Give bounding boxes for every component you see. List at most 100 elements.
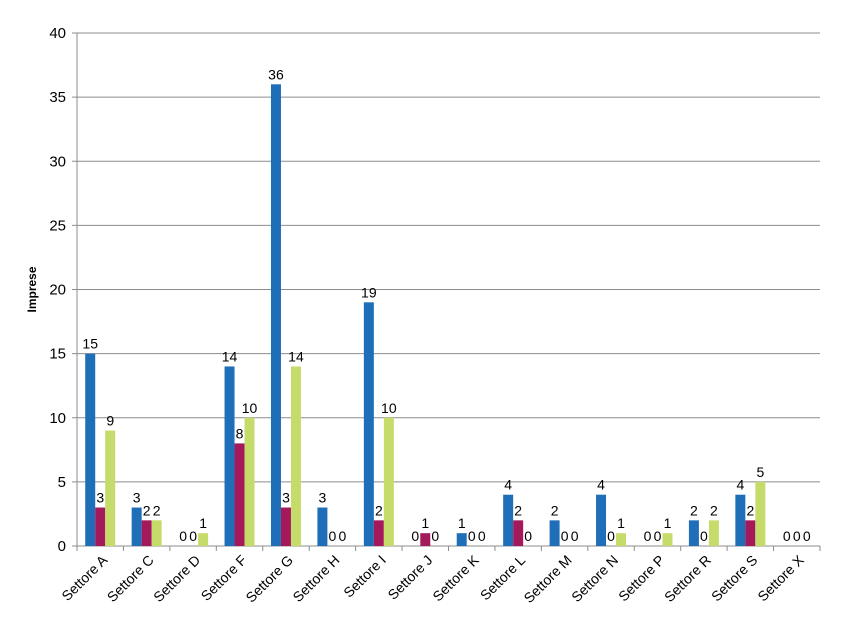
data-label: 10 [381, 400, 397, 416]
y-tick-label: 5 [58, 474, 66, 491]
data-label: 5 [756, 464, 764, 480]
data-label: 1 [664, 515, 672, 531]
data-label: 14 [288, 348, 304, 364]
bar [363, 302, 374, 546]
category-label: Settore J [384, 552, 435, 603]
data-label: 2 [143, 502, 151, 518]
bar [513, 520, 524, 546]
data-label: 2 [375, 502, 383, 518]
data-label: 0 [431, 528, 439, 544]
data-label: 0 [783, 528, 791, 544]
y-tick-label: 10 [49, 410, 66, 427]
data-label: 15 [82, 336, 98, 352]
data-label: 1 [421, 515, 429, 531]
data-label: 0 [654, 528, 662, 544]
bar [280, 507, 291, 546]
bar [549, 520, 560, 546]
bar [503, 494, 514, 546]
category-label: Settore S [708, 552, 761, 605]
bar [688, 520, 699, 546]
bar [708, 520, 719, 546]
y-tick-label: 35 [49, 89, 66, 106]
data-label: 1 [617, 515, 625, 531]
bar [616, 533, 627, 546]
y-tick-label: 15 [49, 346, 66, 363]
data-label: 0 [189, 528, 197, 544]
data-label: 4 [597, 477, 605, 493]
data-label: 2 [746, 502, 754, 518]
category-label: Settore N [568, 552, 621, 605]
category-label: Settore H [289, 552, 342, 605]
data-label: 0 [561, 528, 569, 544]
data-label: 1 [199, 515, 207, 531]
category-label: Settore R [661, 552, 714, 605]
category-label: Settore X [754, 551, 807, 604]
data-label: 0 [571, 528, 579, 544]
data-label: 0 [478, 528, 486, 544]
data-label: 2 [710, 502, 718, 518]
data-label: 4 [736, 477, 744, 493]
data-label: 0 [607, 528, 615, 544]
bar [290, 366, 301, 546]
bar [317, 507, 328, 546]
category-label: Settore G [242, 552, 296, 606]
bar [141, 520, 152, 546]
bar [596, 494, 607, 546]
data-label: 0 [644, 528, 652, 544]
category-label: Settore A [58, 551, 111, 604]
bar [234, 443, 245, 546]
data-label: 4 [504, 477, 512, 493]
bar [224, 366, 235, 546]
category-label: Settore K [429, 551, 482, 604]
bar [373, 520, 384, 546]
bar [131, 507, 142, 546]
data-label: 14 [222, 348, 238, 364]
category-label: Settore C [104, 552, 157, 605]
data-label: 36 [268, 66, 284, 82]
y-tick-label: 20 [49, 282, 66, 299]
category-label: Settore M [520, 552, 574, 606]
data-label: 0 [179, 528, 187, 544]
bar [95, 507, 106, 546]
bars [85, 84, 766, 547]
category-label: Settore D [150, 552, 203, 605]
bar [85, 353, 96, 546]
axes [72, 32, 821, 551]
data-label: 2 [153, 502, 161, 518]
data-label: 9 [106, 413, 114, 429]
data-label: 2 [514, 502, 522, 518]
y-tick-label: 30 [49, 153, 66, 170]
bar [151, 520, 162, 546]
gridlines [77, 32, 820, 483]
data-label: 0 [411, 528, 419, 544]
category-label: Settore F [198, 552, 250, 604]
data-label: 10 [242, 400, 258, 416]
y-axis-title: Imprese [25, 266, 39, 312]
bar [244, 417, 255, 546]
y-tick-label: 25 [49, 217, 66, 234]
bar [745, 520, 756, 546]
bar [735, 494, 746, 546]
bar [420, 533, 431, 546]
data-label: 3 [282, 490, 290, 506]
data-label: 3 [319, 490, 327, 506]
category-label: Settore P [615, 552, 668, 605]
bar [105, 430, 116, 546]
data-label: 1 [458, 515, 466, 531]
data-label: 0 [468, 528, 476, 544]
data-label: 0 [329, 528, 337, 544]
data-label: 2 [551, 502, 559, 518]
y-tick-label: 40 [49, 25, 66, 42]
bar [198, 533, 209, 546]
data-label: 3 [96, 490, 104, 506]
data-label: 0 [803, 528, 811, 544]
bar [456, 533, 467, 546]
data-label: 0 [700, 528, 708, 544]
bar [383, 417, 394, 546]
data-label: 0 [339, 528, 347, 544]
data-label: 0 [524, 528, 532, 544]
